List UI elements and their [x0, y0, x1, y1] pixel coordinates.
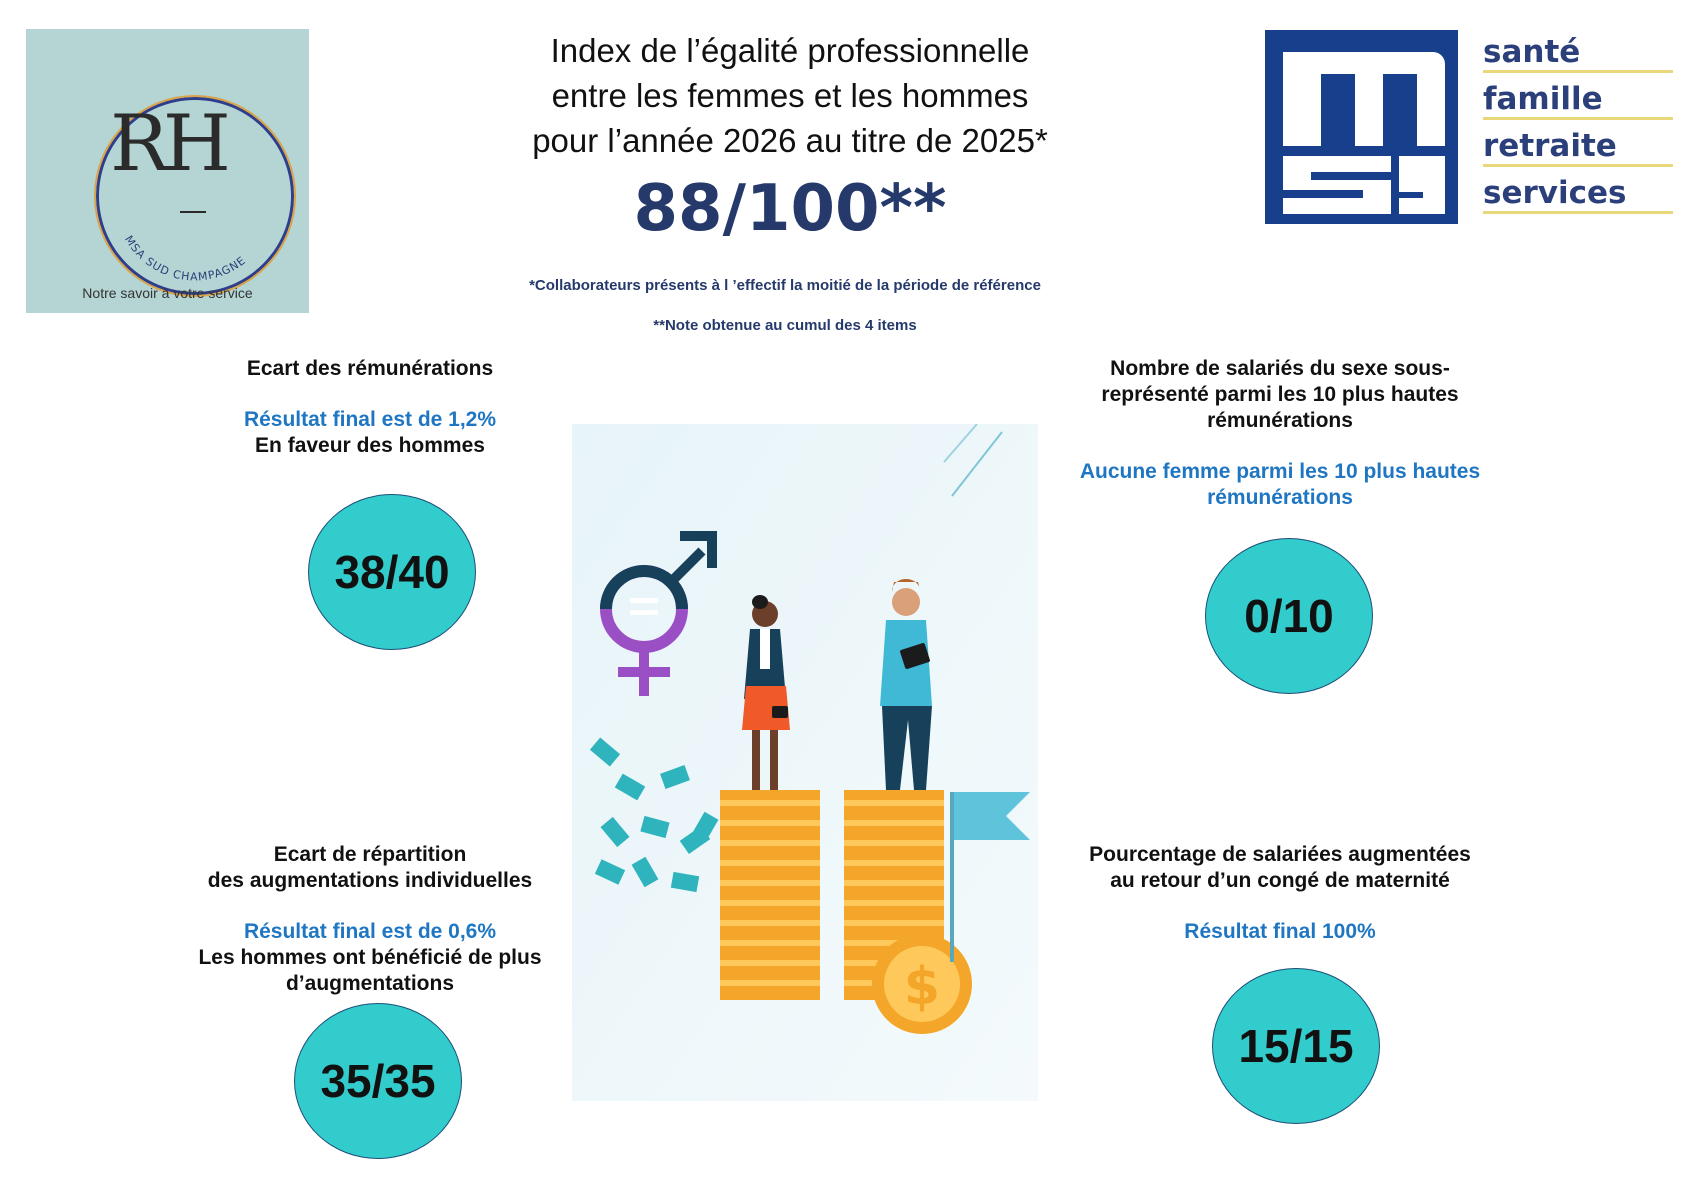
- rh-logo-arc: MSA SUD CHAMPAGNE: [122, 233, 248, 283]
- dollar-coin-icon: $: [872, 934, 972, 1034]
- section-title-line-2: représenté parmi les 10 plus hautes: [1101, 383, 1459, 406]
- msa-m-icon: [1283, 52, 1445, 214]
- section-title-line-3: rémunérations: [1207, 409, 1353, 432]
- banknotes-icon: [589, 737, 719, 893]
- section-title-line-1: Pourcentage de salariées augmentées: [1089, 843, 1471, 866]
- svg-text:MSA SUD CHAMPAGNE: MSA SUD CHAMPAGNE: [122, 233, 248, 283]
- score-circle-remunerations: 38/40: [308, 494, 476, 650]
- msa-word-4: services: [1483, 175, 1673, 214]
- score-circle-hautes-remunerations: 0/10: [1205, 538, 1373, 694]
- section-augmentations: Ecart de répartition des augmentations i…: [170, 842, 570, 997]
- section-hautes-remunerations: Nombre de salariés du sexe sous- représe…: [1060, 356, 1500, 511]
- rh-logo-ring: [94, 95, 296, 297]
- section-detail-line-2: d’augmentations: [285, 972, 454, 995]
- msa-word-1: santé: [1483, 34, 1673, 73]
- man-figure-icon: [880, 578, 932, 790]
- footnote-2: **Note obtenue au cumul des 4 items: [653, 317, 917, 334]
- section-maternite: Pourcentage de salariées augmentées au r…: [1060, 842, 1500, 945]
- rh-logo-underline: [180, 211, 206, 213]
- rh-logo-arc-text: MSA SUD CHAMPAGNE: [122, 233, 247, 283]
- section-title-line-2: des augmentations individuelles: [207, 869, 533, 892]
- section-result-line-1: Aucune femme parmi les 10 plus hautes: [1079, 460, 1481, 483]
- title-line-2: entre les femmes et les hommes: [551, 77, 1029, 114]
- section-result: Résultat final est de 1,2%: [243, 408, 497, 431]
- msa-word-3: retraite: [1483, 128, 1673, 167]
- section-detail-line-1: Les hommes ont bénéficié de plus: [198, 946, 542, 969]
- score-circle-maternite: 15/15: [1212, 968, 1380, 1124]
- woman-figure-icon: [742, 595, 790, 792]
- rh-logo: RH MSA SUD CHAMPAGNE Notre savoir à votr…: [26, 29, 309, 313]
- section-title-line-2: au retour d’un congé de maternité: [1110, 869, 1450, 892]
- section-result-line-2: rémunérations: [1207, 486, 1353, 509]
- section-title-line-1: Ecart de répartition: [273, 843, 467, 866]
- svg-text:$: $: [904, 957, 940, 1017]
- flag-icon: [950, 792, 1030, 962]
- rh-logo-tagline: Notre savoir à votre service: [82, 285, 253, 301]
- section-result: Résultat final 100%: [1184, 920, 1376, 943]
- section-detail: En faveur des hommes: [255, 434, 485, 457]
- msa-word-2: famille: [1483, 81, 1673, 120]
- total-score: 88/100**: [633, 172, 947, 246]
- msa-logo: santé famille retraite services: [1265, 30, 1678, 224]
- title-line-3: pour l’année 2026 au titre de 2025*: [532, 122, 1048, 159]
- section-title-line-1: Nombre de salariés du sexe sous-: [1110, 357, 1450, 380]
- msa-logo-mark: [1265, 30, 1458, 224]
- footnote-1: *Collaborateurs présents à l ’effectif l…: [529, 277, 1041, 294]
- title-line-1: Index de l’égalité professionnelle: [550, 32, 1030, 69]
- section-remunerations: Ecart des rémunérations Résultat final e…: [170, 356, 570, 459]
- page-title: Index de l’égalité professionnelle entre…: [480, 28, 1100, 163]
- score-circle-augmentations: 35/35: [294, 1003, 462, 1159]
- section-title: Ecart des rémunérations: [246, 357, 494, 380]
- gender-equality-illustration: $: [572, 424, 1038, 1101]
- gender-symbol-icon: [600, 531, 717, 696]
- section-result: Résultat final est de 0,6%: [243, 920, 497, 943]
- rh-logo-letters: RH: [110, 99, 231, 189]
